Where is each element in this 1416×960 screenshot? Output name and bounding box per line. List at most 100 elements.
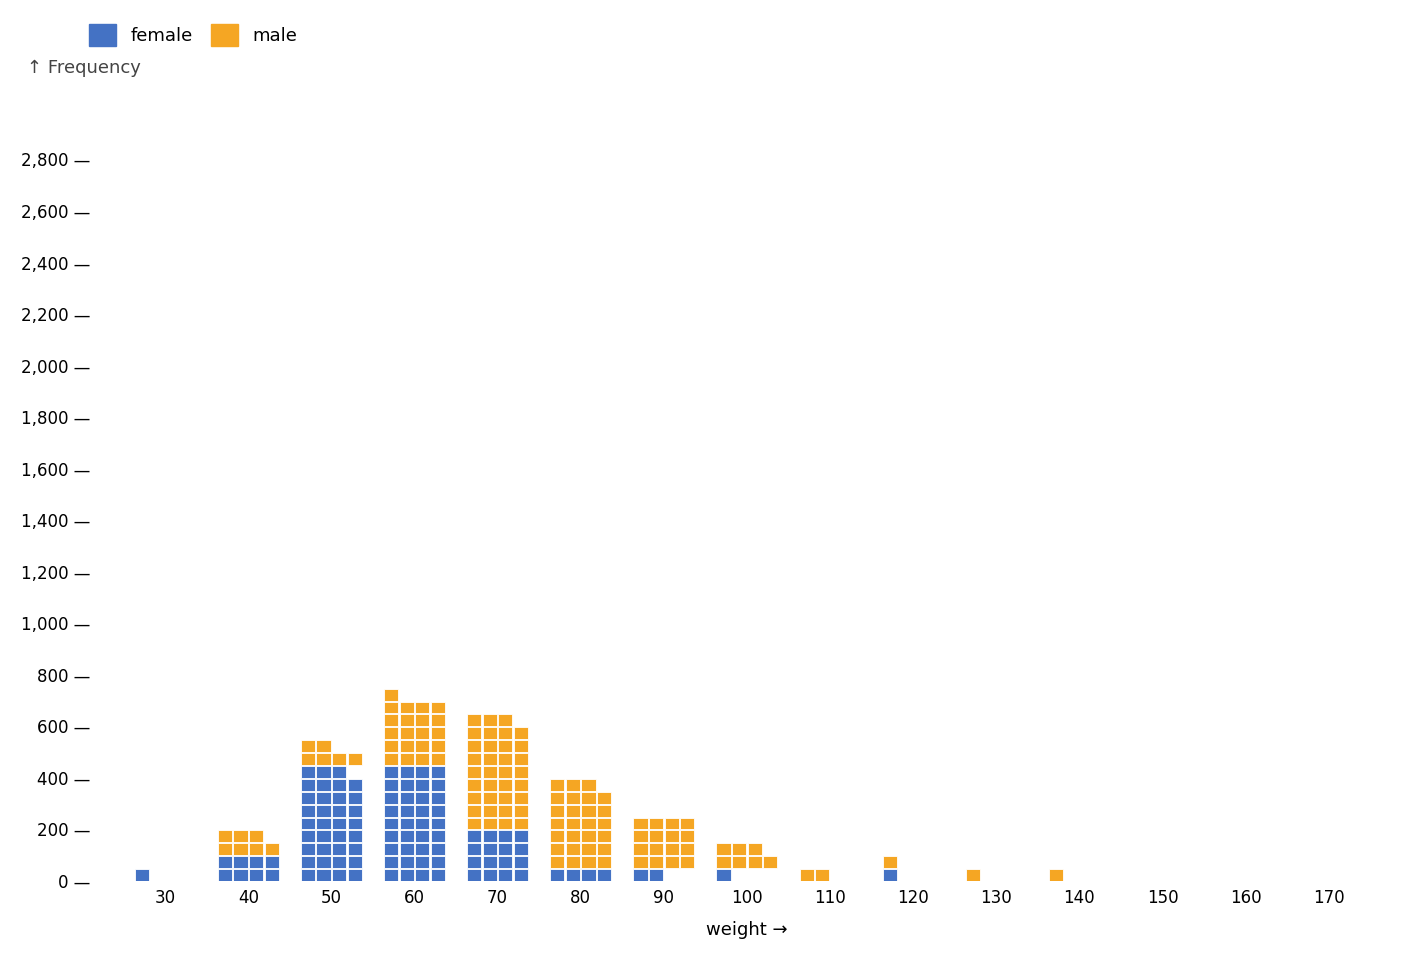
Bar xyxy=(483,818,497,829)
Bar xyxy=(415,792,429,804)
Bar xyxy=(333,856,347,868)
Bar xyxy=(1049,869,1063,881)
Bar xyxy=(598,869,612,881)
X-axis label: weight →: weight → xyxy=(707,922,787,939)
Bar xyxy=(384,714,398,727)
Bar xyxy=(348,856,362,868)
Bar xyxy=(333,792,347,804)
Bar xyxy=(551,804,565,817)
Bar xyxy=(633,869,647,881)
Bar xyxy=(384,830,398,842)
Bar xyxy=(716,869,731,881)
Bar xyxy=(302,856,316,868)
Bar xyxy=(348,792,362,804)
Bar xyxy=(399,869,413,881)
Bar xyxy=(218,843,232,855)
Bar xyxy=(498,869,513,881)
Bar xyxy=(415,818,429,829)
Bar xyxy=(483,830,497,842)
Bar xyxy=(415,804,429,817)
Bar xyxy=(498,754,513,765)
Bar xyxy=(430,702,445,713)
Bar xyxy=(566,804,581,817)
Bar xyxy=(302,740,316,752)
Bar xyxy=(582,830,596,842)
Bar xyxy=(664,818,678,829)
Bar xyxy=(598,818,612,829)
Bar xyxy=(317,779,331,791)
Bar xyxy=(566,869,581,881)
Bar xyxy=(333,754,347,765)
Bar xyxy=(399,856,413,868)
Bar xyxy=(430,740,445,752)
Bar xyxy=(748,843,762,855)
Bar xyxy=(551,869,565,881)
Bar xyxy=(430,804,445,817)
Bar xyxy=(566,779,581,791)
Bar xyxy=(430,818,445,829)
Bar xyxy=(467,714,481,727)
Bar xyxy=(415,714,429,727)
Bar xyxy=(234,856,248,868)
Bar xyxy=(135,869,149,881)
Bar xyxy=(467,818,481,829)
Bar xyxy=(716,843,731,855)
Bar xyxy=(732,843,746,855)
Bar xyxy=(415,856,429,868)
Bar xyxy=(649,856,663,868)
Bar xyxy=(582,843,596,855)
Bar xyxy=(384,792,398,804)
Bar xyxy=(598,804,612,817)
Bar xyxy=(498,818,513,829)
Bar xyxy=(664,856,678,868)
Bar xyxy=(680,830,694,842)
Bar xyxy=(399,792,413,804)
Bar xyxy=(302,792,316,804)
Bar xyxy=(514,754,528,765)
Bar xyxy=(430,714,445,727)
Bar xyxy=(566,818,581,829)
Bar xyxy=(302,843,316,855)
Bar xyxy=(649,830,663,842)
Bar xyxy=(384,688,398,701)
Bar xyxy=(467,830,481,842)
Bar xyxy=(302,869,316,881)
Bar xyxy=(551,779,565,791)
Bar xyxy=(498,856,513,868)
Bar xyxy=(633,856,647,868)
Bar xyxy=(498,714,513,727)
Bar xyxy=(333,818,347,829)
Bar xyxy=(483,792,497,804)
Bar xyxy=(680,818,694,829)
Bar xyxy=(399,766,413,778)
Bar xyxy=(514,869,528,881)
Bar xyxy=(430,830,445,842)
Bar xyxy=(467,728,481,739)
Bar xyxy=(551,856,565,868)
Bar xyxy=(430,843,445,855)
Bar xyxy=(384,740,398,752)
Bar xyxy=(680,843,694,855)
Bar xyxy=(551,830,565,842)
Bar xyxy=(302,804,316,817)
Bar xyxy=(302,818,316,829)
Bar xyxy=(415,740,429,752)
Bar xyxy=(483,779,497,791)
Bar xyxy=(467,792,481,804)
Bar xyxy=(430,792,445,804)
Bar xyxy=(498,843,513,855)
Bar xyxy=(317,856,331,868)
Bar xyxy=(399,740,413,752)
Bar xyxy=(348,779,362,791)
Bar xyxy=(582,779,596,791)
Bar xyxy=(551,818,565,829)
Bar xyxy=(633,818,647,829)
Bar xyxy=(415,728,429,739)
Bar xyxy=(399,702,413,713)
Bar xyxy=(317,792,331,804)
Bar xyxy=(633,830,647,842)
Bar xyxy=(317,740,331,752)
Bar xyxy=(430,766,445,778)
Bar xyxy=(966,869,980,881)
Bar xyxy=(498,830,513,842)
